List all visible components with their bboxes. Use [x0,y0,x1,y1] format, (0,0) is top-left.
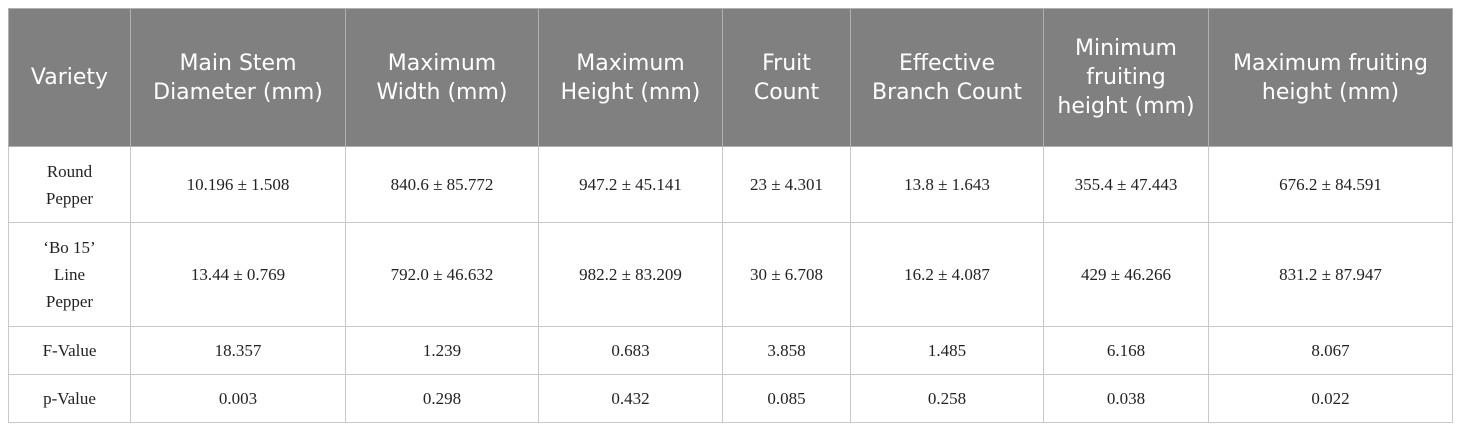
table-body: Round Pepper 10.196 ± 1.508 840.6 ± 85.772… [8,146,1453,423]
table-cell: 840.6 ± 85.772 [345,146,539,223]
table-cell: 947.2 ± 45.141 [538,146,723,223]
table-cell: 676.2 ± 84.591 [1208,146,1453,223]
table-cell: 8.067 [1208,326,1453,375]
table-cell: 30 ± 6.708 [722,222,851,327]
table-cell: 0.683 [538,326,723,375]
header-cell: Variety [8,8,131,147]
header-cell: Main Stem Diameter (mm) [130,8,346,147]
table-row: F-Value 18.357 1.239 0.683 3.858 1.485 6.168 8.… [8,326,1453,375]
header-cell: Fruit Count [722,8,851,147]
table-cell: 355.4 ± 47.443 [1043,146,1209,223]
table-cell: 10.196 ± 1.508 [130,146,346,223]
header-cell: Maximum Height (mm) [538,8,723,147]
row-label: ‘Bo 15’ Line Pepper [8,222,131,327]
table-cell: 13.8 ± 1.643 [850,146,1044,223]
table-row: p-Value 0.003 0.298 0.432 0.085 0.258 0.038 0.0… [8,374,1453,423]
table-row: Round Pepper 10.196 ± 1.508 840.6 ± 85.772… [8,146,1453,223]
table-cell: 429 ± 46.266 [1043,222,1209,327]
table-cell: 16.2 ± 4.087 [850,222,1044,327]
table-cell: 0.432 [538,374,723,423]
table-cell: 23 ± 4.301 [722,146,851,223]
row-label: Round Pepper [8,146,131,223]
table-cell: 982.2 ± 83.209 [538,222,723,327]
table-cell: 0.003 [130,374,346,423]
table-cell: 6.168 [1043,326,1209,375]
table-cell: 13.44 ± 0.769 [130,222,346,327]
table-cell: 831.2 ± 87.947 [1208,222,1453,327]
table-cell: 0.085 [722,374,851,423]
table-cell: 3.858 [722,326,851,375]
table-cell: 1.239 [345,326,539,375]
header-row: Variety Main Stem Diameter (mm) Maximum Wi… [8,8,1453,147]
table-cell: 18.357 [130,326,346,375]
table-row: ‘Bo 15’ Line Pepper 13.44 ± 0.769 792.0 ± … [8,222,1453,327]
table-cell: 792.0 ± 46.632 [345,222,539,327]
table-header: Variety Main Stem Diameter (mm) Maximum Wi… [8,8,1453,147]
table-cell: 1.485 [850,326,1044,375]
header-cell: Maximum fruiting height (mm) [1208,8,1453,147]
table-cell: 0.258 [850,374,1044,423]
row-label: p-Value [8,374,131,423]
header-cell: Effective Branch Count [850,8,1044,147]
table-cell: 0.038 [1043,374,1209,423]
table-cell: 0.022 [1208,374,1453,423]
table-cell: 0.298 [345,374,539,423]
data-table: Variety Main Stem Diameter (mm) Maximum Wi… [8,8,1453,423]
header-cell: Maximum Width (mm) [345,8,539,147]
header-cell: Minimum fruiting height (mm) [1043,8,1209,147]
row-label: F-Value [8,326,131,375]
